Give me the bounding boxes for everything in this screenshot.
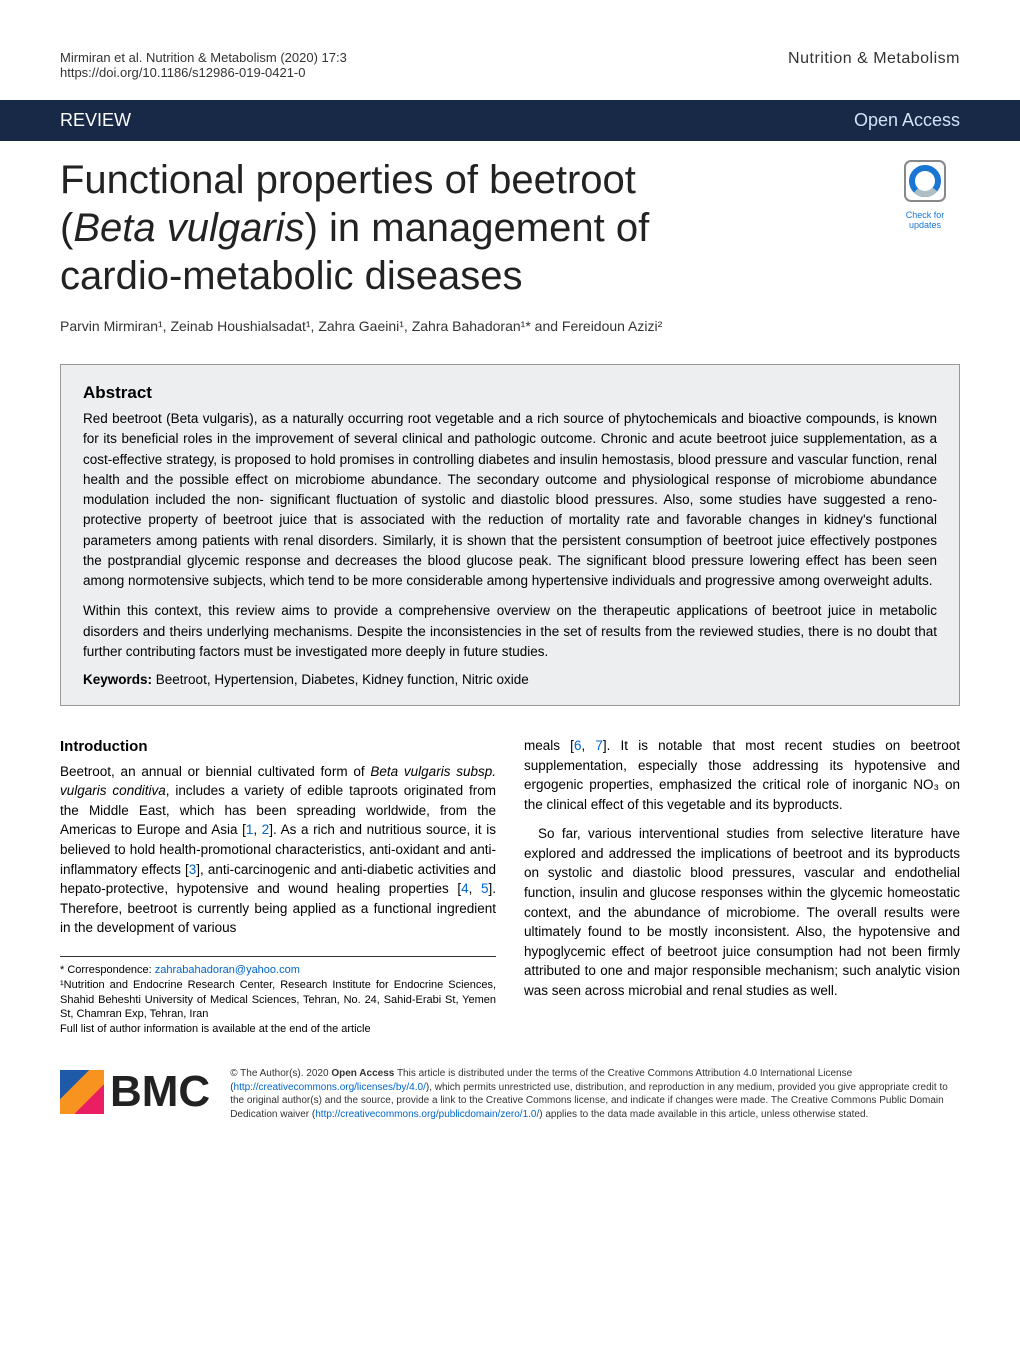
text-fragment: , bbox=[253, 822, 261, 837]
bmc-text: BMC bbox=[110, 1067, 210, 1117]
journal-name: Nutrition & Metabolism bbox=[788, 50, 960, 80]
check-updates-label: Check for updates bbox=[906, 210, 945, 230]
title-line3: cardio-metabolic diseases bbox=[60, 254, 522, 298]
correspondence-line: * Correspondence: zahrabahadoran@yahoo.c… bbox=[60, 963, 496, 978]
article-title: Functional properties of beetroot (Beta … bbox=[60, 156, 890, 300]
citation-line: Mirmiran et al. Nutrition & Metabolism (… bbox=[60, 50, 347, 65]
footer: BMC © The Author(s). 2020 Open Access Th… bbox=[0, 1057, 1020, 1151]
crossmark-icon bbox=[900, 156, 950, 206]
header: Mirmiran et al. Nutrition & Metabolism (… bbox=[0, 0, 1020, 100]
text-fragment: © The Author(s). 2020 bbox=[230, 1068, 331, 1079]
text-fragment: Beetroot, an annual or biennial cultivat… bbox=[60, 764, 370, 779]
citation-link[interactable]: 4 bbox=[461, 881, 469, 896]
introduction-heading: Introduction bbox=[60, 736, 496, 758]
separator-line bbox=[60, 956, 496, 957]
keywords-text: Beetroot, Hypertension, Diabetes, Kidney… bbox=[152, 672, 529, 687]
keywords-line: Keywords: Beetroot, Hypertension, Diabet… bbox=[83, 672, 937, 687]
intro-right-paragraph-1: meals [6, 7]. It is notable that most re… bbox=[524, 736, 960, 814]
correspondence-block: * Correspondence: zahrabahadoran@yahoo.c… bbox=[60, 963, 496, 1037]
article-type-banner: REVIEW Open Access bbox=[0, 100, 1020, 141]
bmc-square-icon bbox=[60, 1070, 104, 1114]
open-access-bold: Open Access bbox=[331, 1068, 394, 1079]
cc-license-link[interactable]: http://creativecommons.org/licenses/by/4… bbox=[234, 1082, 426, 1093]
title-line2b: ) in management of bbox=[305, 206, 650, 250]
license-text: © The Author(s). 2020 Open Access This a… bbox=[230, 1067, 960, 1121]
text-fragment: * Correspondence: bbox=[60, 964, 155, 976]
open-access-label: Open Access bbox=[854, 110, 960, 131]
doi-line: https://doi.org/10.1186/s12986-019-0421-… bbox=[60, 65, 347, 80]
body-columns: Introduction Beetroot, an annual or bien… bbox=[0, 726, 1020, 1057]
author-list: Parvin Mirmiran¹, Zeinab Houshialsadat¹,… bbox=[0, 310, 1020, 354]
cc-waiver-link[interactable]: http://creativecommons.org/publicdomain/… bbox=[315, 1109, 539, 1120]
correspondence-email[interactable]: zahrabahadoran@yahoo.com bbox=[155, 964, 300, 976]
article-type-label: REVIEW bbox=[60, 110, 131, 131]
keywords-label: Keywords: bbox=[83, 672, 152, 687]
citation-link[interactable]: 7 bbox=[595, 738, 603, 753]
bmc-logo: BMC bbox=[60, 1067, 210, 1117]
title-line2a: ( bbox=[60, 206, 73, 250]
affiliation-line: ¹Nutrition and Endocrine Research Center… bbox=[60, 978, 496, 1023]
title-italic: Beta vulgaris bbox=[73, 206, 304, 250]
intro-left-paragraph: Beetroot, an annual or biennial cultivat… bbox=[60, 762, 496, 938]
journal-citation: Mirmiran et al. Nutrition & Metabolism (… bbox=[60, 50, 347, 80]
abstract-paragraph-1: Red beetroot (Beta vulgaris), as a natur… bbox=[83, 409, 937, 591]
abstract-heading: Abstract bbox=[83, 383, 937, 403]
left-column: Introduction Beetroot, an annual or bien… bbox=[60, 736, 496, 1037]
title-section: Functional properties of beetroot (Beta … bbox=[0, 141, 1020, 310]
text-fragment: , bbox=[581, 738, 595, 753]
text-fragment: ) applies to the data made available in … bbox=[539, 1109, 868, 1120]
text-fragment: , bbox=[469, 881, 481, 896]
intro-right-paragraph-2: So far, various interventional studies f… bbox=[524, 824, 960, 1000]
check-updates-badge[interactable]: Check for updates bbox=[890, 156, 960, 300]
right-column: meals [6, 7]. It is notable that most re… bbox=[524, 736, 960, 1037]
author-info-note: Full list of author information is avail… bbox=[60, 1022, 496, 1037]
title-line1: Functional properties of beetroot bbox=[60, 158, 636, 202]
abstract-paragraph-2: Within this context, this review aims to… bbox=[83, 601, 937, 662]
abstract-section: Abstract Red beetroot (Beta vulgaris), a… bbox=[60, 364, 960, 706]
text-fragment: meals [ bbox=[524, 738, 574, 753]
